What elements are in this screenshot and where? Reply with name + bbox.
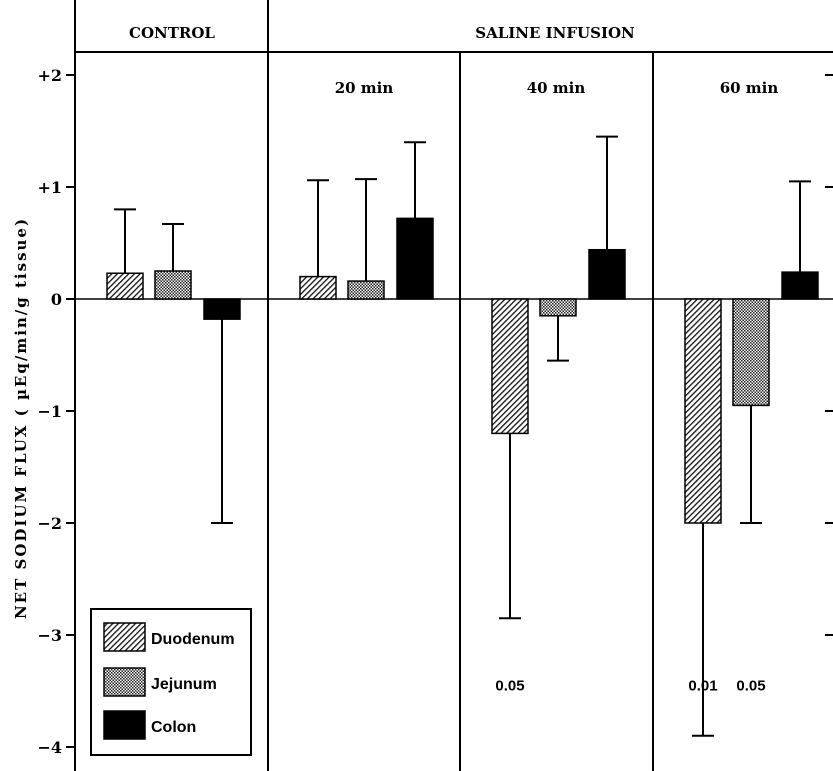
bar-colon	[588, 248, 626, 300]
legend-swatch-colon	[103, 710, 146, 740]
y-tick-label: −3	[37, 626, 62, 645]
header-control: CONTROL	[129, 24, 215, 42]
legend: Duodenum Jejunum Colon	[90, 608, 252, 756]
bar-colon	[781, 271, 819, 300]
bar-colon	[396, 217, 434, 300]
legend-label-colon: Colon	[151, 719, 196, 736]
y-tick-label: −4	[37, 738, 62, 757]
bar-jejunum	[347, 280, 385, 300]
chart-frame	[74, 0, 833, 771]
group-label-40-min: 40 min	[527, 79, 586, 97]
header-saline-infusion: SALINE INFUSION	[475, 24, 635, 42]
bar-duodenum	[299, 275, 337, 300]
y-tick-label: −1	[37, 402, 62, 421]
bars	[106, 135, 819, 737]
y-tick-label: +2	[37, 66, 62, 85]
y-axis-ticks: +2 +1 0 −1 −2 −3 −4	[37, 66, 75, 757]
y-tick-label: −2	[37, 514, 62, 533]
p-value-label: 0.05	[495, 677, 524, 694]
group-label-60-min: 60 min	[720, 79, 779, 97]
bar-duodenum	[684, 298, 722, 524]
p-value-label: 0.01	[688, 677, 717, 694]
bar-duodenum	[106, 272, 144, 300]
legend-label-duodenum: Duodenum	[151, 631, 235, 648]
y-tick-label: +1	[37, 178, 62, 197]
group-label-20-min: 20 min	[335, 79, 394, 97]
y-axis-label: NET SODIUM FLUX ( µEq/min/g tissue)	[12, 217, 30, 619]
y-tick-label: 0	[51, 290, 62, 309]
right-edge-ticks	[825, 74, 833, 636]
legend-swatch-duodenum	[103, 622, 146, 652]
p-values: 0.05 0.01 0.05	[495, 677, 765, 694]
bar-jejunum	[732, 298, 770, 407]
bar-jejunum	[154, 270, 192, 300]
legend-label-jejunum: Jejunum	[151, 676, 217, 693]
bar-duodenum	[491, 298, 529, 435]
legend-swatch-jejunum	[103, 667, 146, 697]
p-value-label: 0.05	[736, 677, 765, 694]
group-labels: 20 min 40 min 60 min	[335, 79, 779, 97]
bar-jejunum	[539, 298, 577, 317]
bar-colon	[203, 298, 241, 320]
